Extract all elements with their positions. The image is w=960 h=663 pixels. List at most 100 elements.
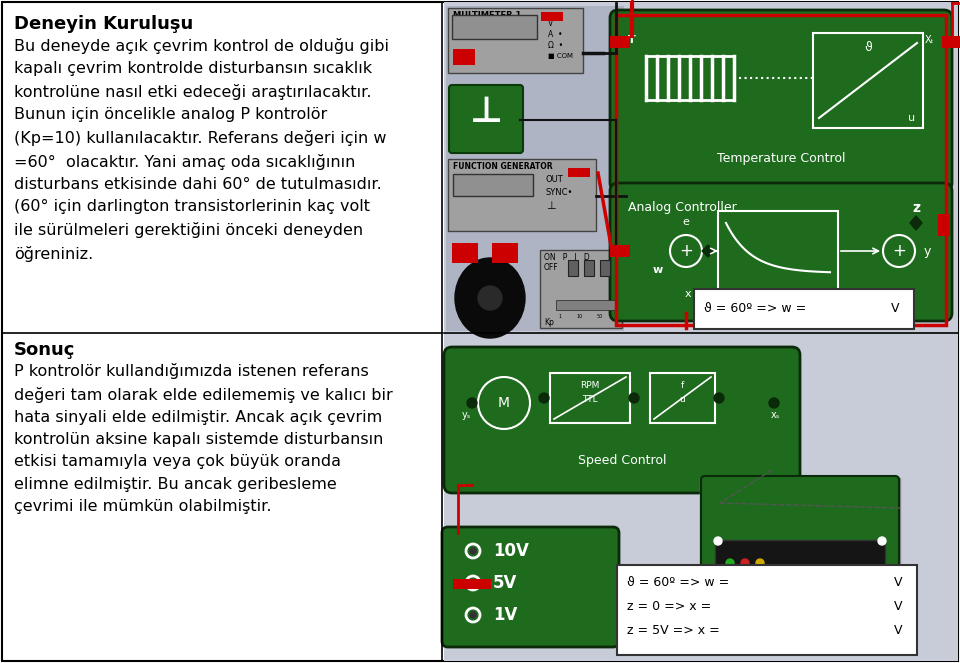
Text: P kontrolör kullandığımızda istenen referans
değeri tam olarak elde edilememiş v: P kontrolör kullandığımızda istenen refe… <box>14 363 393 514</box>
Text: Speed Control: Speed Control <box>578 454 666 467</box>
Text: Sonuç: Sonuç <box>14 341 76 359</box>
Text: xₛ: xₛ <box>771 410 780 420</box>
Text: u: u <box>679 395 684 404</box>
Text: +: + <box>892 242 906 260</box>
Bar <box>453 174 533 196</box>
Text: u: u <box>908 113 915 123</box>
Text: ⊥: ⊥ <box>469 95 502 129</box>
Text: e: e <box>683 217 689 227</box>
Text: 1: 1 <box>559 314 562 319</box>
Text: f: f <box>681 381 684 390</box>
Text: Temperature Control: Temperature Control <box>717 152 845 165</box>
Bar <box>446 6 624 331</box>
Text: FUNCTION GENERATOR: FUNCTION GENERATOR <box>453 162 553 171</box>
Circle shape <box>478 286 502 310</box>
Circle shape <box>539 393 549 403</box>
Bar <box>610 36 630 48</box>
Bar <box>492 243 518 263</box>
Bar <box>452 243 478 263</box>
Bar <box>650 373 715 423</box>
Bar <box>540 250 622 328</box>
Polygon shape <box>702 245 714 257</box>
Text: Analog Controller: Analog Controller <box>628 201 736 214</box>
Text: yₛ: yₛ <box>462 410 471 420</box>
Text: z = 5V => x =: z = 5V => x = <box>627 625 720 638</box>
Circle shape <box>714 393 724 403</box>
Text: ϑ: ϑ <box>864 41 872 54</box>
Text: MULTIMETER 1: MULTIMETER 1 <box>453 11 521 20</box>
Text: ON   P   I   D: ON P I D <box>544 253 589 262</box>
Text: ⊥: ⊥ <box>546 201 556 211</box>
Bar <box>541 12 563 21</box>
Bar <box>448 159 596 231</box>
Text: z: z <box>912 201 920 215</box>
Bar <box>813 33 923 128</box>
Bar <box>444 333 958 661</box>
Text: 10V: 10V <box>493 542 529 560</box>
Text: 50: 50 <box>597 314 603 319</box>
Bar <box>556 300 616 310</box>
Bar <box>718 211 838 291</box>
FancyBboxPatch shape <box>610 10 952 191</box>
Text: 10: 10 <box>577 314 583 319</box>
FancyBboxPatch shape <box>449 85 523 153</box>
Text: Bu deneyde açık çevrim kontrol de olduğu gibi
kapalı çevrim kontrolde disturbans: Bu deneyde açık çevrim kontrol de olduğu… <box>14 38 389 262</box>
Bar <box>453 579 491 589</box>
Circle shape <box>470 612 476 618</box>
FancyBboxPatch shape <box>444 347 800 493</box>
Bar <box>694 289 914 329</box>
Text: Kp: Kp <box>544 318 554 327</box>
Bar <box>610 245 630 257</box>
Bar <box>453 49 475 65</box>
Bar <box>600 260 610 276</box>
Text: y: y <box>924 245 931 257</box>
Text: ■ COM: ■ COM <box>548 53 573 59</box>
Bar <box>942 36 960 48</box>
Bar <box>617 565 917 655</box>
Text: OFF: OFF <box>544 263 559 272</box>
Text: V: V <box>894 577 902 589</box>
Circle shape <box>741 559 749 567</box>
Text: OUT: OUT <box>546 175 564 184</box>
Bar <box>568 168 590 177</box>
Circle shape <box>714 581 722 589</box>
Text: T: T <box>628 35 636 45</box>
Text: Xₜ: Xₜ <box>925 35 935 45</box>
Text: RPM: RPM <box>580 381 600 390</box>
Circle shape <box>714 537 722 545</box>
Text: M: M <box>498 396 510 410</box>
Text: z = 0 => x =: z = 0 => x = <box>627 601 711 613</box>
Bar <box>444 2 958 661</box>
Bar <box>448 8 583 73</box>
Circle shape <box>769 398 779 408</box>
Text: +: + <box>679 242 693 260</box>
Bar <box>452 15 537 39</box>
Circle shape <box>756 559 764 567</box>
FancyBboxPatch shape <box>701 476 899 599</box>
Text: V: V <box>894 601 902 613</box>
Text: Deneyin Kuruluşu: Deneyin Kuruluşu <box>14 15 193 33</box>
Bar <box>715 540 885 585</box>
Bar <box>584 260 594 276</box>
FancyBboxPatch shape <box>442 527 619 647</box>
Text: ϑ = 60º => w =: ϑ = 60º => w = <box>704 302 806 316</box>
Bar <box>616 15 946 325</box>
Circle shape <box>878 581 886 589</box>
Bar <box>700 478 900 598</box>
Text: ϑ = 60º => w =: ϑ = 60º => w = <box>627 577 730 589</box>
Text: 1V: 1V <box>493 606 517 624</box>
Text: V: V <box>891 302 899 316</box>
FancyBboxPatch shape <box>610 183 952 321</box>
Bar <box>568 260 578 276</box>
Text: 5V: 5V <box>493 574 517 592</box>
Circle shape <box>878 537 886 545</box>
Circle shape <box>726 559 734 567</box>
Circle shape <box>470 548 476 554</box>
Bar <box>938 214 950 236</box>
Bar <box>550 373 630 423</box>
Text: A  •: A • <box>548 30 563 39</box>
Text: Ω  •: Ω • <box>548 41 564 50</box>
Text: x: x <box>684 289 691 299</box>
Circle shape <box>629 393 639 403</box>
Circle shape <box>467 398 477 408</box>
